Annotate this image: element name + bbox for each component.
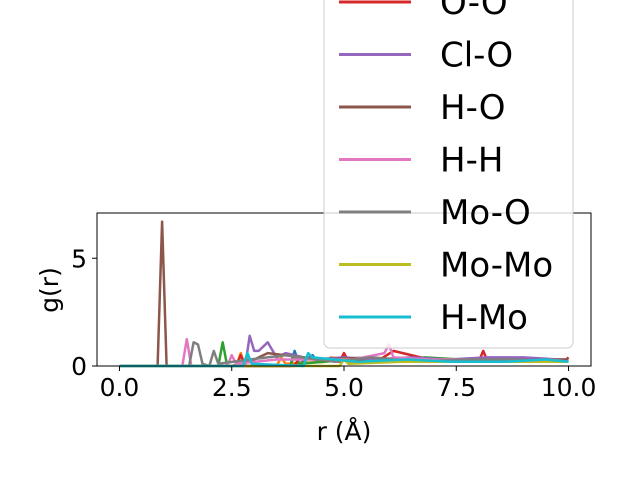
legend-label-h-h: H-H xyxy=(440,141,503,181)
legend-label-h-mo: H-Mo xyxy=(440,298,528,338)
y-axis-label: g(r) xyxy=(35,267,64,313)
x-tick-label: 5.0 xyxy=(324,373,364,402)
legend-label-mo-mo: Mo-Mo xyxy=(440,246,553,286)
legend-label-h-o: H-O xyxy=(440,88,506,128)
x-tick-label: 10.0 xyxy=(541,373,597,402)
x-tick-label: 7.5 xyxy=(436,373,476,402)
x-axis-label: r (Å) xyxy=(317,417,372,446)
legend: O-O Cl-O H-O H-H Mo-O Mo-Mo H-Mo xyxy=(323,0,574,349)
legend-label-o-o: O-O xyxy=(440,0,508,23)
legend-label-cl-o: Cl-O xyxy=(440,36,513,76)
y-ticks: 05 xyxy=(71,244,97,381)
y-tick-label: 0 xyxy=(71,352,87,381)
series-line-h-mo xyxy=(119,351,569,368)
legend-box xyxy=(323,0,574,349)
legend-label-mo-o: Mo-O xyxy=(440,193,531,233)
x-tick-label: 2.5 xyxy=(212,373,252,402)
x-tick-label: 0.0 xyxy=(100,373,140,402)
x-ticks: 0.0 2.5 5.0 7.5 10.0 xyxy=(100,366,597,402)
series-layer xyxy=(119,220,570,368)
y-tick-label: 5 xyxy=(71,244,87,273)
